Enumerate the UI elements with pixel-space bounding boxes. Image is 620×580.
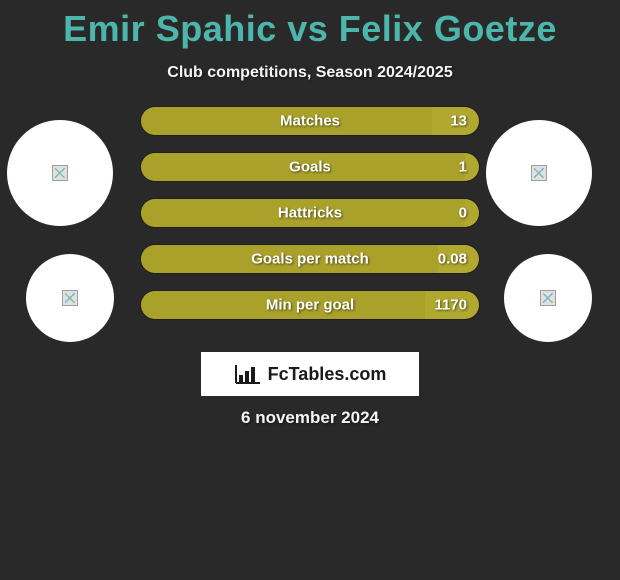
stats-list: Matches 13 Goals 1 Hattricks 0 Goals per… — [140, 106, 480, 336]
stat-row: Min per goal 1170 — [140, 290, 480, 320]
stat-label: Hattricks — [278, 205, 342, 222]
stat-row: Goals per match 0.08 — [140, 244, 480, 274]
broken-image-icon — [540, 290, 556, 306]
page-title: Emir Spahic vs Felix Goetze — [0, 0, 620, 50]
stat-row: Matches 13 — [140, 106, 480, 136]
brand-text: FcTables.com — [268, 364, 387, 385]
player1-avatar-large — [7, 120, 113, 226]
stat-label: Matches — [280, 113, 340, 130]
stat-label: Goals per match — [251, 251, 369, 268]
date-label: 6 november 2024 — [241, 408, 379, 428]
comparison-panel: Matches 13 Goals 1 Hattricks 0 Goals per… — [0, 120, 620, 350]
stat-label: Min per goal — [266, 297, 354, 314]
stat-value: 0 — [459, 205, 467, 222]
stat-value: 0.08 — [438, 251, 467, 268]
broken-image-icon — [62, 290, 78, 306]
subtitle: Club competitions, Season 2024/2025 — [0, 64, 620, 82]
stat-value: 1170 — [434, 297, 467, 314]
stat-value: 13 — [450, 113, 467, 130]
player1-avatar-small — [26, 254, 114, 342]
stat-label: Goals — [289, 159, 331, 176]
brand-badge: FcTables.com — [201, 352, 419, 396]
bar-chart-icon — [234, 363, 262, 385]
stat-row: Goals 1 — [140, 152, 480, 182]
stat-value: 1 — [459, 159, 467, 176]
stat-row: Hattricks 0 — [140, 198, 480, 228]
player2-avatar-small — [504, 254, 592, 342]
broken-image-icon — [531, 165, 547, 181]
player2-avatar-large — [486, 120, 592, 226]
broken-image-icon — [52, 165, 68, 181]
